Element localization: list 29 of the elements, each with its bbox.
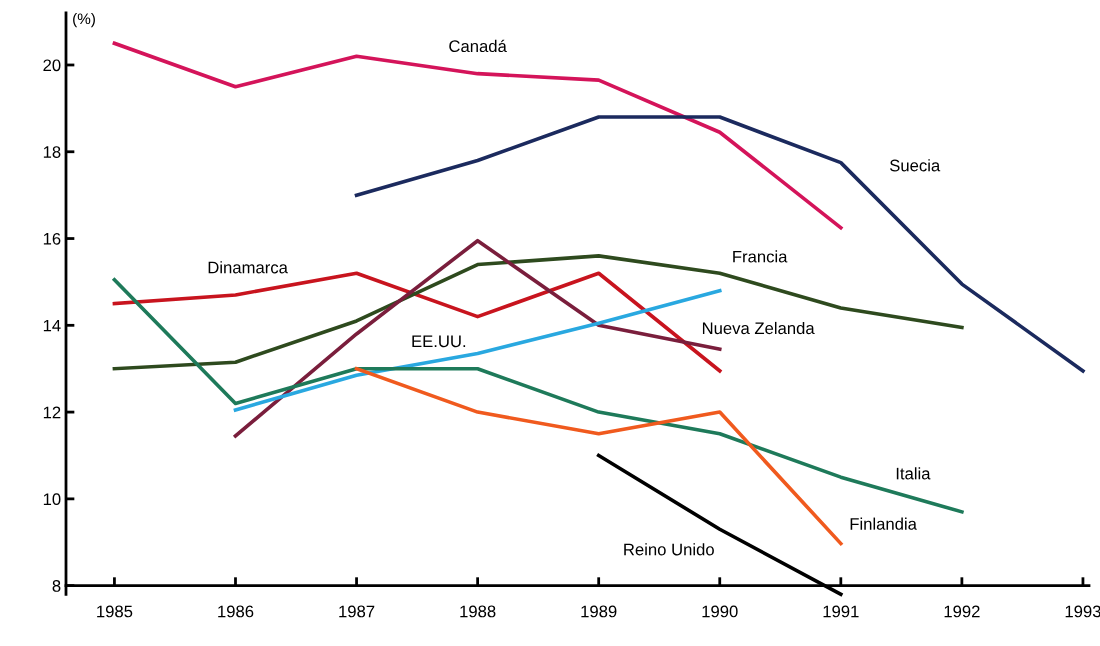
series-label: Francia (733, 250, 788, 263)
line-series (112, 41, 843, 230)
y-tick-label: 14 (43, 319, 61, 332)
line-series (112, 277, 964, 514)
series-label: Suecia (890, 159, 941, 172)
series-label: EE.UU. (412, 335, 466, 348)
x-tick-label: 1988 (460, 605, 496, 618)
series-label: Dinamarca (208, 261, 288, 274)
y-tick-label: 10 (43, 493, 61, 506)
x-tick-label: 1987 (339, 605, 375, 618)
y-tick-label: 20 (43, 59, 61, 72)
x-tick-label: 1992 (944, 605, 980, 618)
y-axis-title: (%) (73, 12, 95, 28)
x-tick-label: 1991 (823, 605, 859, 618)
series-label: Italia (896, 467, 931, 480)
x-tick-label: 1990 (702, 605, 738, 618)
series-label: Nueva Zelanda (702, 321, 815, 335)
y-tick-label: 8 (52, 580, 61, 592)
x-tick-label: 1993 (1065, 605, 1100, 618)
series-label: Finlandia (850, 517, 917, 530)
x-tick-label: 1989 (581, 605, 617, 618)
x-tick-label: 1985 (97, 605, 133, 618)
series-label: Reino Unido (624, 543, 714, 556)
line-series (354, 115, 1085, 373)
y-tick-label: 12 (43, 406, 61, 419)
x-tick-label: 1986 (218, 605, 254, 618)
series-label: Canadá (449, 39, 507, 53)
y-tick-label: 18 (43, 146, 61, 158)
y-tick-label: 16 (43, 232, 61, 245)
